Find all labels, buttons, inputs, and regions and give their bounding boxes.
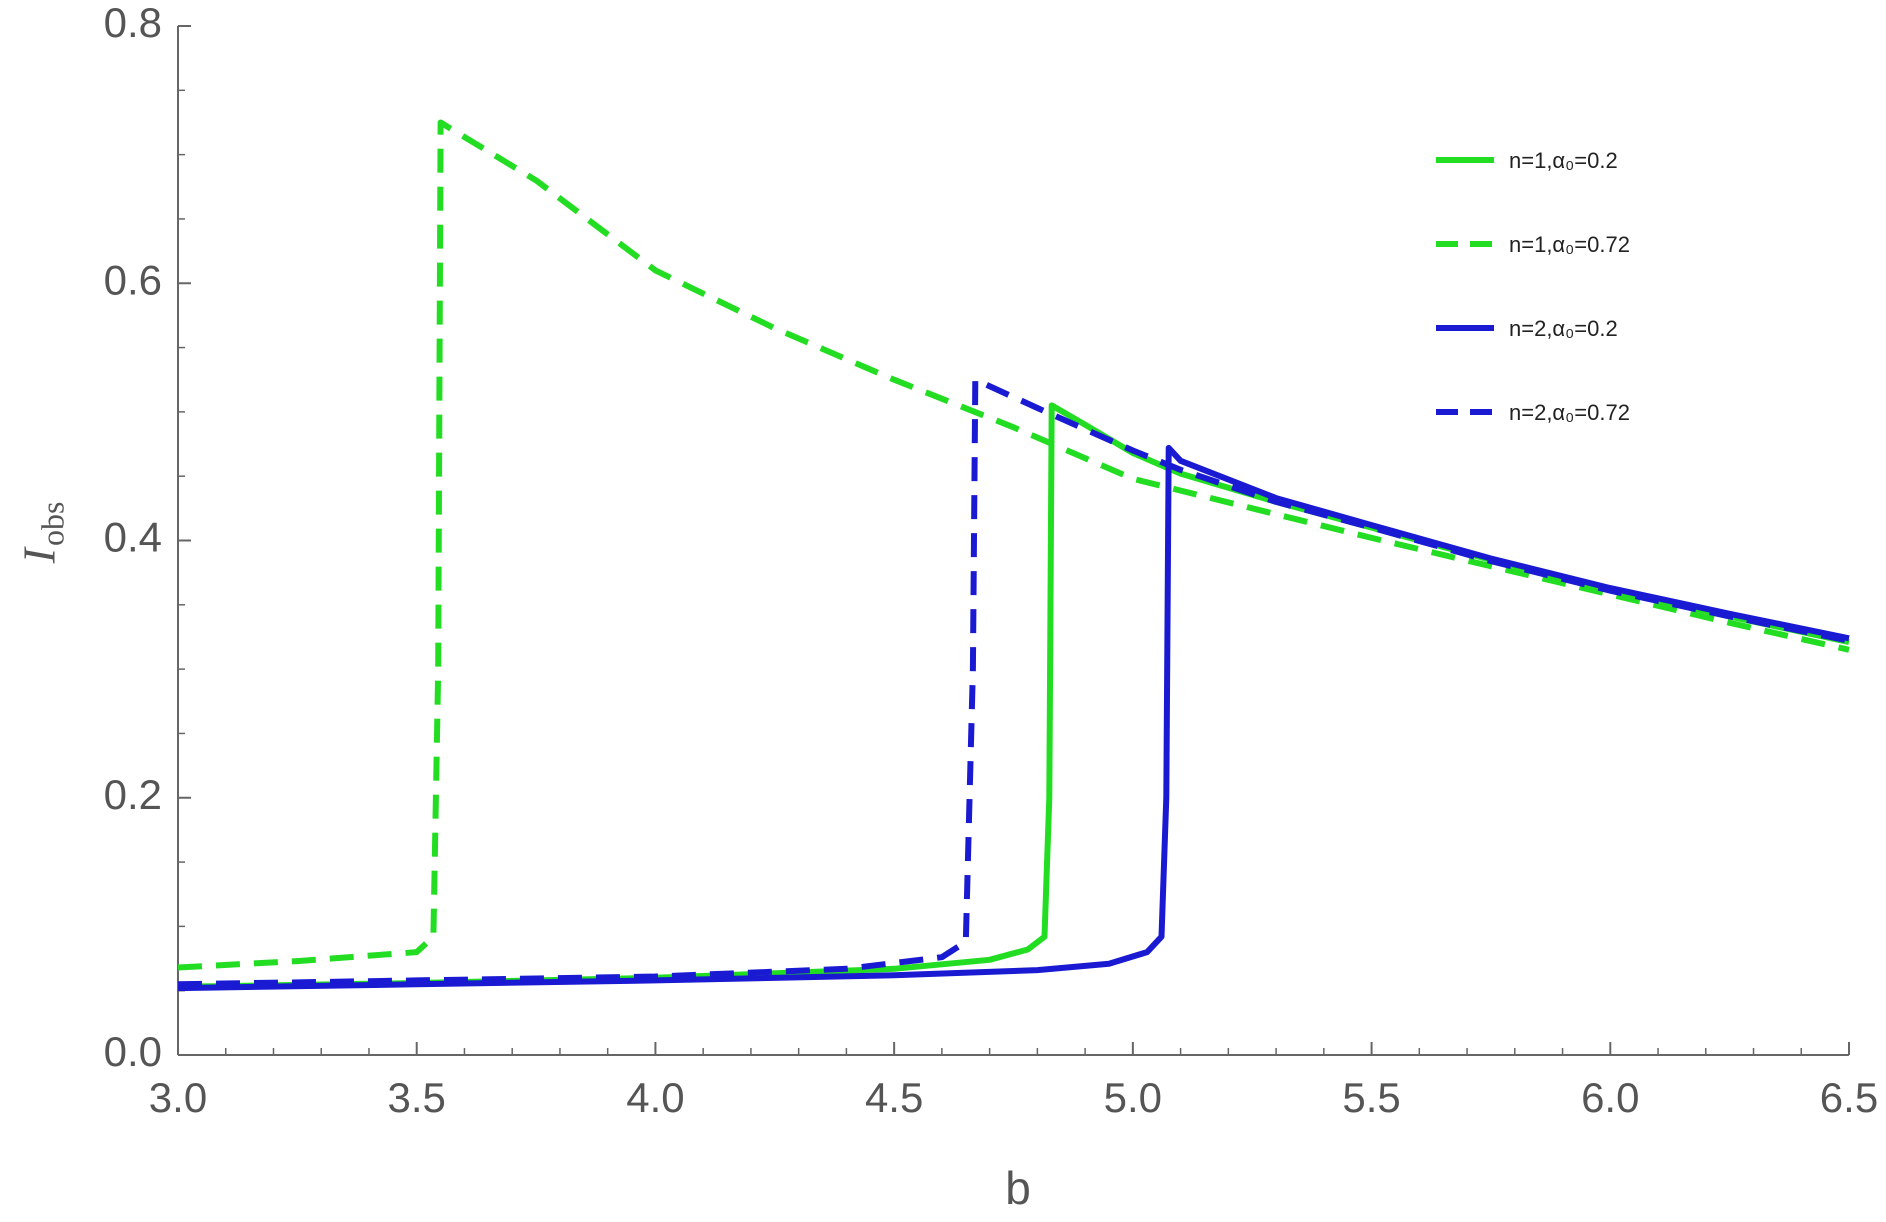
series-line (177, 119, 1850, 971)
legend-label: n=1,α₀=0.72 (1509, 232, 1630, 257)
legend-label: n=2,α₀=0.72 (1509, 400, 1630, 425)
x-tick-label: 6.0 (1581, 1074, 1639, 1121)
x-tick-label: 4.0 (626, 1074, 684, 1121)
y-tick-label: 0.0 (104, 1028, 162, 1075)
x-tick-label: 5.0 (1104, 1074, 1162, 1121)
x-tick-label: 3.5 (388, 1074, 446, 1121)
series-line (177, 402, 1850, 990)
y-tick-label: 0.8 (104, 0, 162, 46)
y-axis-label: I (14, 545, 65, 564)
series-line (177, 444, 1850, 992)
series-line (177, 376, 1850, 988)
x-axis-label: b (1005, 1162, 1031, 1214)
y-tick-label: 0.2 (104, 771, 162, 818)
legend-label: n=1,α₀=0.2 (1509, 148, 1618, 173)
y-tick-label: 0.4 (104, 514, 162, 561)
x-tick-label: 5.5 (1342, 1074, 1400, 1121)
y-axis-label-group: I obs (14, 502, 71, 565)
legend-label: n=2,α₀=0.2 (1509, 316, 1618, 341)
y-tick-label: 0.6 (104, 256, 162, 303)
x-tick-label: 6.5 (1820, 1074, 1878, 1121)
x-tick-label: 4.5 (865, 1074, 923, 1121)
x-tick-label: 3.0 (149, 1074, 207, 1121)
y-axis-label-subscript: obs (34, 502, 70, 546)
